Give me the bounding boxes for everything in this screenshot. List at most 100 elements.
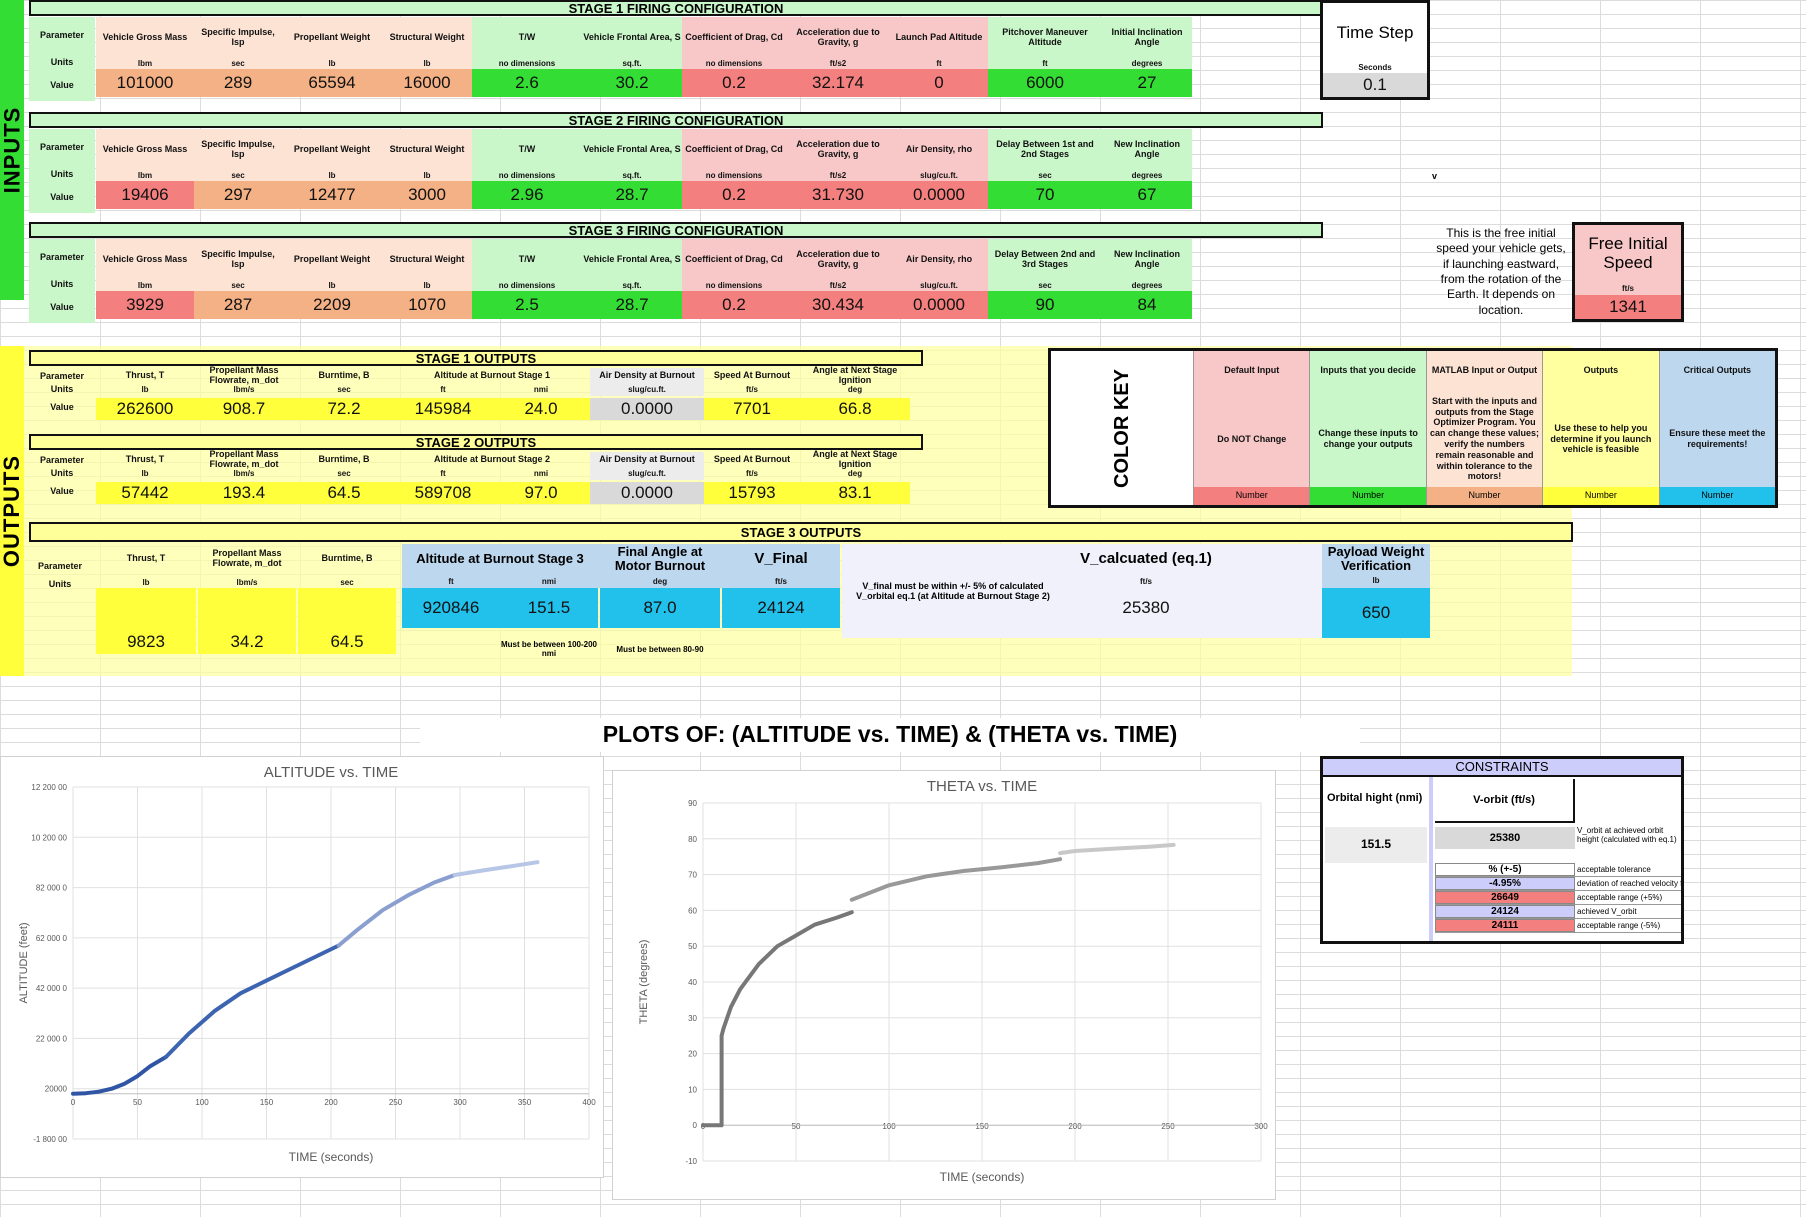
constraints-row-1-value[interactable]: -4.95%	[1435, 877, 1575, 890]
chart1-xtick-2: 100	[882, 1122, 896, 1131]
chart0-xtick-1: 50	[133, 1098, 142, 1107]
stage3-col-8-value[interactable]: 0.0000	[890, 291, 988, 319]
stage1-col-2-value[interactable]: 65594	[282, 69, 382, 97]
stage2-col-7-value[interactable]: 31.730	[786, 181, 890, 209]
chart1-ylabel: THETA (degrees)	[638, 940, 650, 1025]
chart1-xtick-3: 150	[975, 1122, 989, 1131]
color-key-col-0-desc: Do NOT Change	[1217, 433, 1287, 444]
o3-burn-value[interactable]: 64.5	[298, 588, 396, 654]
stage3-col-3-unit: lb	[382, 281, 472, 291]
stage3-col-9-value[interactable]: 90	[988, 291, 1102, 319]
out2-col-4-value[interactable]: 97.0	[492, 482, 590, 504]
stage1-col-9-value[interactable]: 6000	[988, 69, 1102, 97]
out1-col-2-value[interactable]: 72.2	[294, 398, 394, 420]
stage3-col-0-value[interactable]: 3929	[96, 291, 194, 319]
stage3-col-5-value[interactable]: 28.7	[582, 291, 682, 319]
o3-thrust-value[interactable]: 9823	[96, 588, 196, 654]
chart1-series-1	[849, 857, 1063, 902]
stage1-col-3-value[interactable]: 16000	[382, 69, 472, 97]
o3-thrust-header: Thrust, T	[126, 553, 166, 564]
stage2-col-6-value[interactable]: 0.2	[682, 181, 786, 209]
stage3-col-2-value[interactable]: 2209	[282, 291, 382, 319]
o3-vfinal-value[interactable]: 24124	[722, 588, 840, 628]
stage1-col-6-value[interactable]: 0.2	[682, 69, 786, 97]
out1-col-4-value[interactable]: 24.0	[492, 398, 590, 420]
chart1-ytick-8: 70	[688, 871, 697, 880]
stage1-col-7-value[interactable]: 32.174	[786, 69, 890, 97]
stage3-col-6-value[interactable]: 0.2	[682, 291, 786, 319]
o3-payload-value[interactable]: 650	[1322, 588, 1430, 638]
color-key-col-2-desc: Start with the inputs and outputs from t…	[1429, 395, 1540, 482]
o3-alt-nmi-value[interactable]: 151.5	[500, 588, 598, 628]
stage1-col-5-value[interactable]: 30.2	[582, 69, 682, 97]
constraints-row-0-value[interactable]: % (+-5)	[1435, 863, 1575, 876]
out2-col-2-value[interactable]: 64.5	[294, 482, 394, 504]
free-speed-value[interactable]: 1341	[1575, 295, 1681, 319]
stage1-row-parameter: Parameter	[29, 17, 95, 55]
out1-col-3-value[interactable]: 145984	[394, 398, 492, 420]
out1-col-6-value[interactable]: 7701	[704, 398, 800, 420]
stage1-col-10-value[interactable]: 27	[1102, 69, 1192, 97]
out2-col-1-value[interactable]: 193.4	[194, 482, 294, 504]
stage2-col-7-header: Acceleration due to Gravity, g	[786, 129, 890, 171]
out1-col-1-value[interactable]: 908.7	[194, 398, 294, 420]
stage1-col-4-value[interactable]: 2.6	[472, 69, 582, 97]
color-key-col-4: Critical Outputs Ensure these meet the re…	[1658, 351, 1776, 505]
stage2-col-4-value[interactable]: 2.96	[472, 181, 582, 209]
out2-col-5-value[interactable]: 0.0000	[590, 482, 704, 504]
o3-alt-unit-ft: ft	[448, 576, 454, 586]
out2-col-7-value[interactable]: 83.1	[800, 482, 910, 504]
stage2-col-0-header: Vehicle Gross Mass	[96, 129, 194, 171]
constraints-orbital-value[interactable]: 151.5	[1325, 827, 1427, 863]
out2-col-7-header: Angle at Next Stage Ignition	[812, 449, 898, 469]
chart1-xtick-4: 200	[1068, 1122, 1082, 1131]
stage3-col-7-value[interactable]: 30.434	[786, 291, 890, 319]
stage1-col-1-value[interactable]: 289	[194, 69, 282, 97]
stage2-col-8-value[interactable]: 0.0000	[890, 181, 988, 209]
stage3-col-4-value[interactable]: 2.5	[472, 291, 582, 319]
out1-col-7-value[interactable]: 66.8	[800, 398, 910, 420]
stage2-col-2-value[interactable]: 12477	[282, 181, 382, 209]
chart0-title: ALTITUDE vs. TIME	[264, 764, 398, 781]
out1-col-0-value[interactable]: 262600	[96, 398, 194, 420]
o3-angle-value[interactable]: 87.0	[600, 588, 720, 628]
out2-row-units: Units	[50, 468, 74, 479]
constraints-h1: Orbital hight (nmi)	[1327, 791, 1423, 804]
color-key-col-3: Outputs Use these to help you determine i…	[1542, 351, 1659, 505]
chart1-ytick-0: -10	[685, 1157, 697, 1166]
stage1-col-0-value[interactable]: 101000	[96, 69, 194, 97]
color-key-col-4-desc: Ensure these meet the requirements!	[1669, 428, 1766, 449]
stage2-col-3-value[interactable]: 3000	[382, 181, 472, 209]
constraints-row-2-value[interactable]: 26649	[1435, 891, 1575, 904]
out2-col-3-value[interactable]: 589708	[394, 482, 492, 504]
stage2-col-9-value[interactable]: 70	[988, 181, 1102, 209]
out2-col-0-header: Thrust, T	[125, 454, 165, 465]
out2-col-0-value[interactable]: 57442	[96, 482, 194, 504]
stage2-col-0-value[interactable]: 19406	[96, 181, 194, 209]
stage1-col-6-unit: no dimensions	[682, 59, 786, 69]
stage1-row-value: Value	[29, 71, 95, 101]
out2-col-6-value[interactable]: 15793	[704, 482, 800, 504]
o3-burn-header: Burntime, B	[321, 553, 373, 564]
out1-col-5-value[interactable]: 0.0000	[590, 398, 704, 420]
chart0-ytick-2: 22 000 0	[36, 1034, 68, 1043]
constraints-row-4-value[interactable]: 24111	[1435, 919, 1575, 932]
stage2-col-10-value[interactable]: 67	[1102, 181, 1192, 209]
out1-col-7-unit: deg	[847, 384, 863, 394]
stage2-col-5-value[interactable]: 28.7	[582, 181, 682, 209]
o3-alt-ft-value[interactable]: 920846	[402, 588, 500, 628]
stage2-col-1-value[interactable]: 297	[194, 181, 282, 209]
out2-row-value: Value	[50, 486, 74, 497]
o3-vcalc-value[interactable]: 25380	[1122, 597, 1170, 617]
constraints-row-3-value[interactable]: 24124	[1435, 905, 1575, 918]
stage3-col-1-value[interactable]: 287	[194, 291, 282, 319]
o3-mdot-value[interactable]: 34.2	[198, 588, 296, 654]
stage3-col-3-value[interactable]: 1070	[382, 291, 472, 319]
time-step-value[interactable]: 0.1	[1323, 73, 1427, 97]
stage3-col-10-value[interactable]: 84	[1102, 291, 1192, 319]
stage1-col-10-header: Initial Inclination Angle	[1102, 17, 1192, 59]
stage1-col-8-value[interactable]: 0	[890, 69, 988, 97]
stage1-col-0-unit: lbm	[96, 59, 194, 69]
stage3-col-6-unit: no dimensions	[682, 281, 786, 291]
constraints-vorbit-value[interactable]: 25380	[1435, 827, 1575, 849]
